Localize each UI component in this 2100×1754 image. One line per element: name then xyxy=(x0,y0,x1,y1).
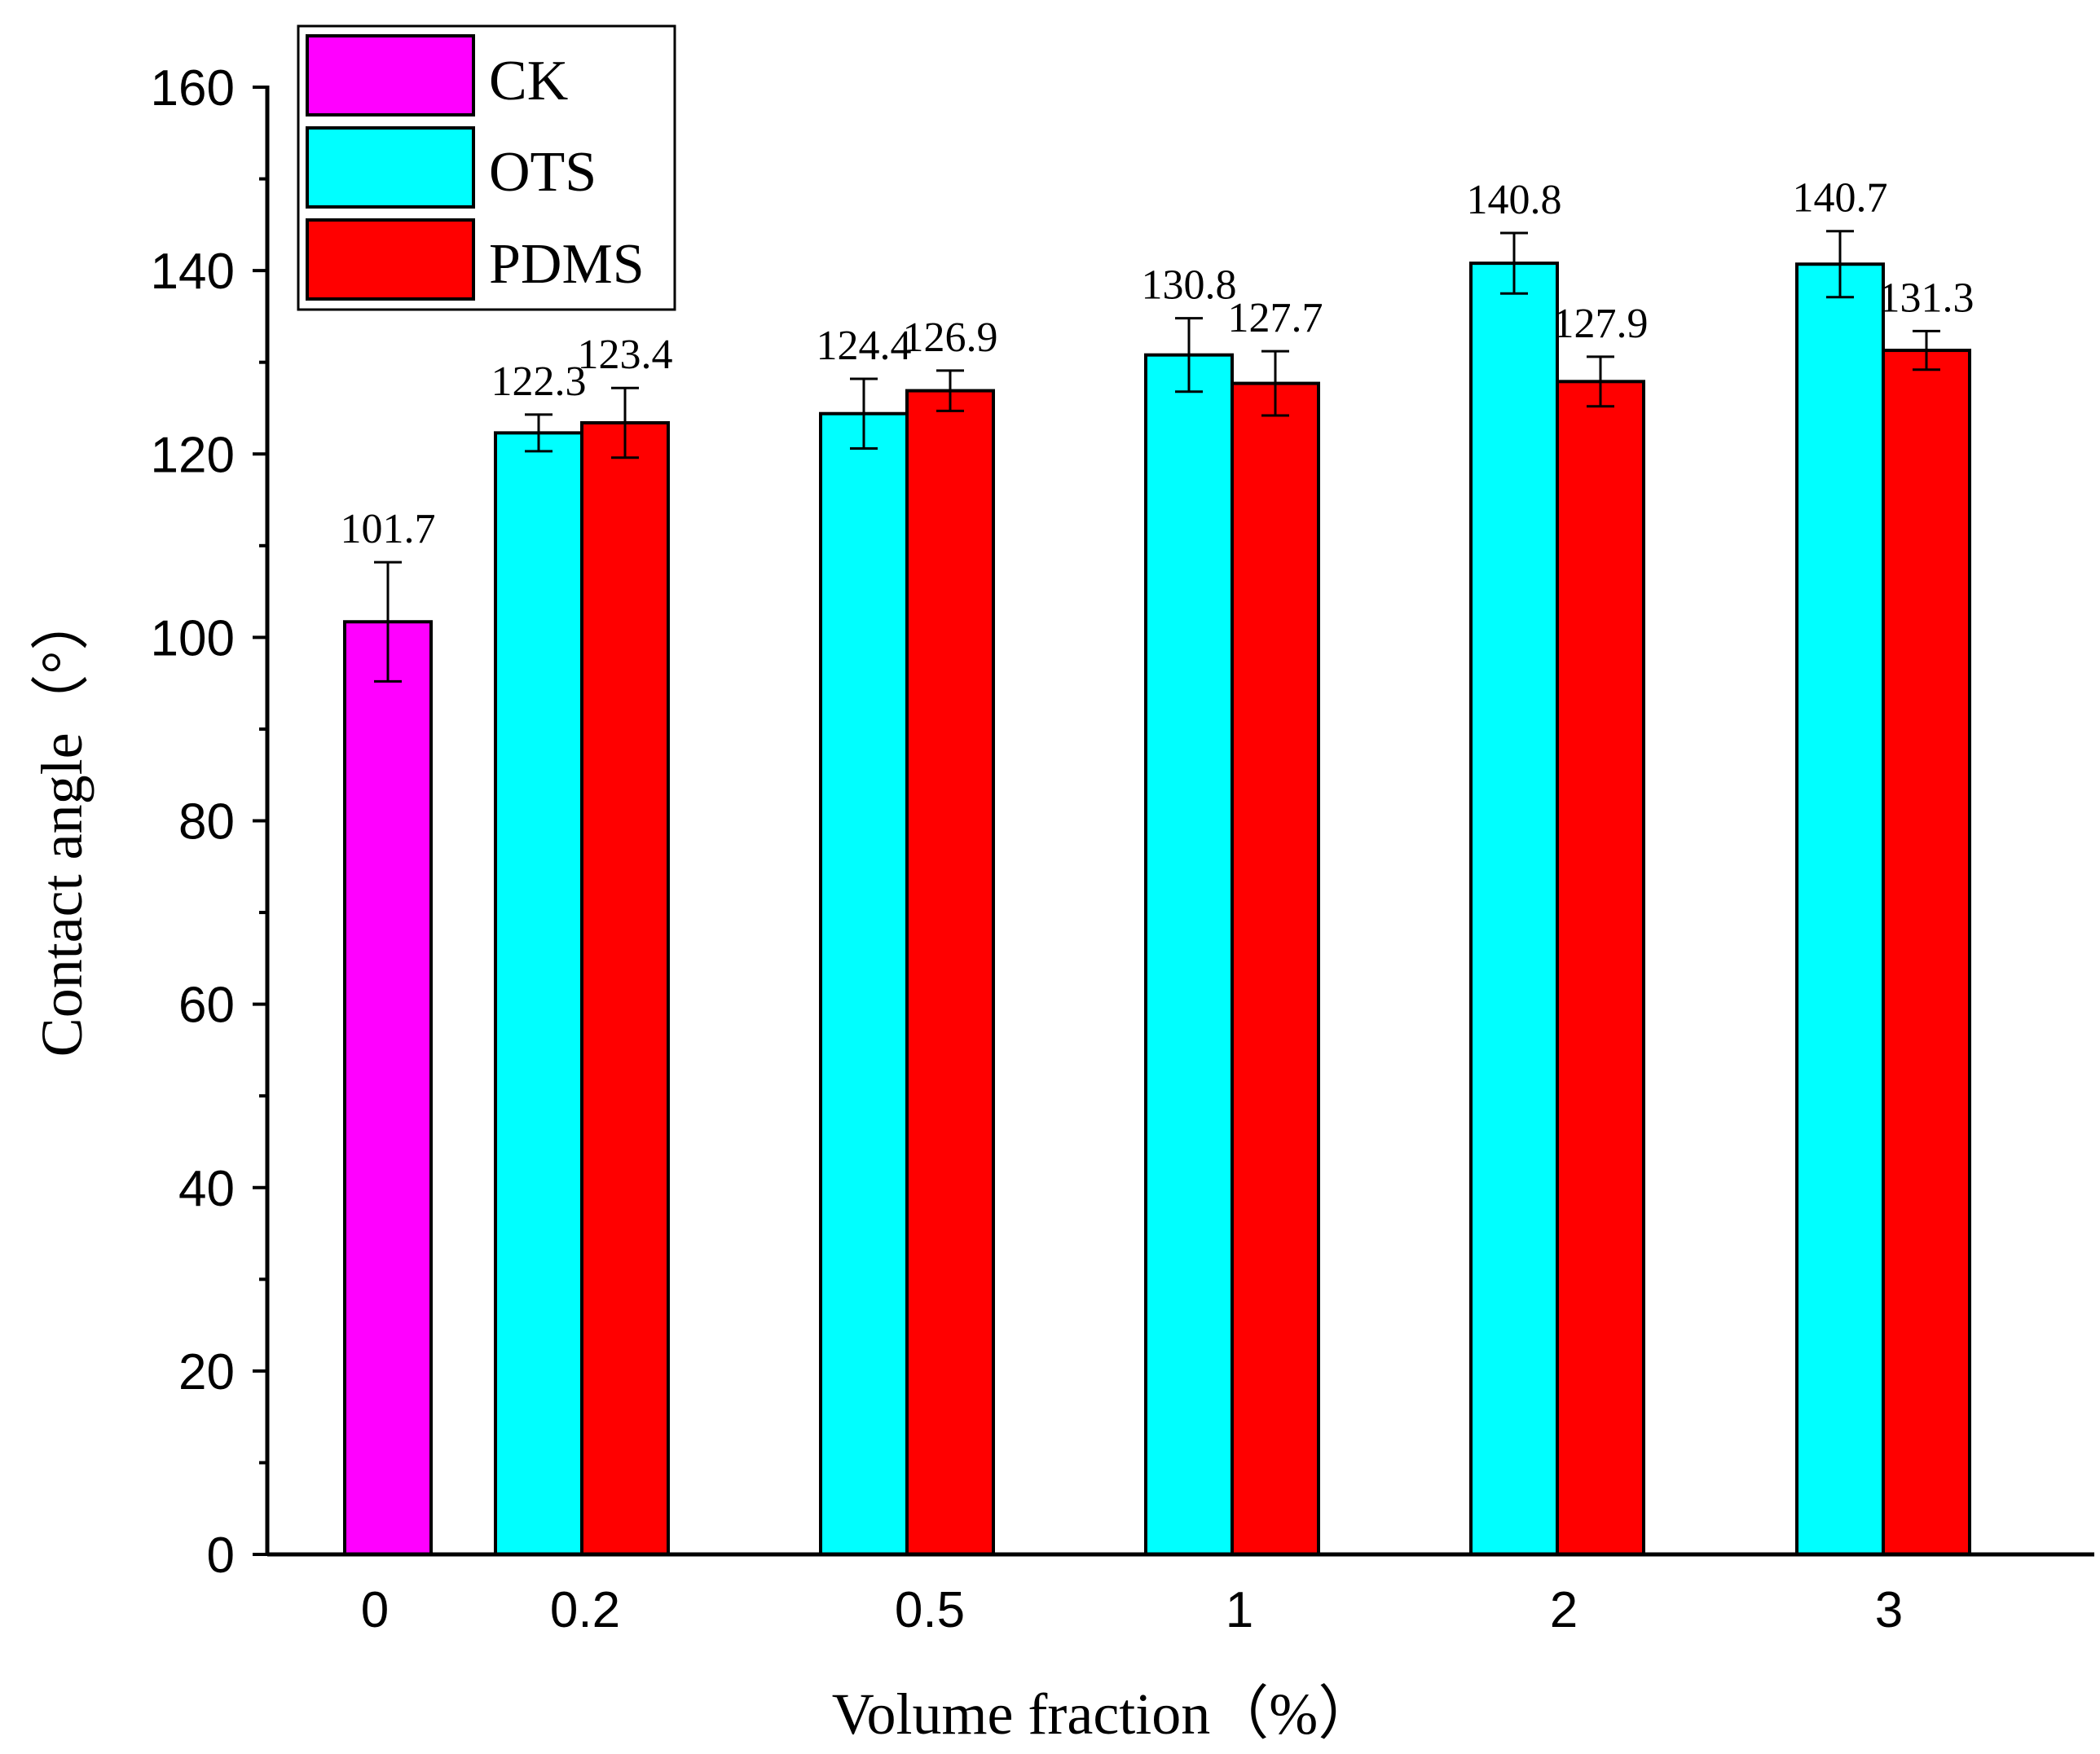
bar-pdms-2 xyxy=(1556,380,1645,1556)
bars-layer xyxy=(343,262,1971,1557)
data-label-pdms-2: 127.9 xyxy=(1553,301,1649,347)
bar-ots-0.2 xyxy=(494,431,583,1556)
bar-pdms-3 xyxy=(1882,349,1971,1557)
legend-label-ots: OTS xyxy=(489,141,597,204)
data-label-pdms-0.5: 126.9 xyxy=(903,314,998,361)
x-tick-label-2: 2 xyxy=(1550,1582,1578,1638)
y-tick-label-0: 0 xyxy=(207,1528,235,1584)
data-label-ots-1: 130.8 xyxy=(1142,262,1237,309)
x-axis-title: Volume fraction（%） xyxy=(832,1681,1377,1747)
data-label-pdms-0.2: 123.4 xyxy=(578,332,673,378)
x-tick-label-0.2: 0.2 xyxy=(550,1582,620,1638)
legend: CK OTS PDMS xyxy=(297,24,676,311)
x-tick-label-0.5: 0.5 xyxy=(895,1582,965,1638)
y-tick-label-160: 160 xyxy=(151,60,235,116)
data-label-pdms-1: 127.7 xyxy=(1228,295,1323,341)
legend-swatch-pdms xyxy=(306,218,475,301)
error-bars-layer xyxy=(374,230,1940,683)
legend-label-pdms: PDMS xyxy=(489,233,645,296)
y-tick-label-60: 60 xyxy=(178,978,235,1034)
y-tick-label-120: 120 xyxy=(151,427,235,483)
x-tick-label-3: 3 xyxy=(1875,1582,1903,1638)
bar-pdms-0.5 xyxy=(905,389,995,1556)
data-label-ots-3: 140.7 xyxy=(1793,175,1888,222)
bar-ots-0.5 xyxy=(819,411,909,1556)
y-tick-label-40: 40 xyxy=(178,1161,235,1217)
y-tick-label-140: 140 xyxy=(151,244,235,300)
bar-pdms-1 xyxy=(1231,381,1320,1556)
legend-swatch-ots xyxy=(306,126,475,209)
y-tick-label-20: 20 xyxy=(178,1344,235,1400)
data-label-ots-0.5: 124.4 xyxy=(817,323,912,369)
data-label-ots-0.2: 122.3 xyxy=(491,358,587,405)
bar-ck-0 xyxy=(343,620,433,1556)
data-label-pdms-3: 131.3 xyxy=(1879,275,1975,321)
bar-pdms-0.2 xyxy=(580,420,670,1556)
bar-ots-1 xyxy=(1144,353,1234,1556)
y-tick-label-100: 100 xyxy=(151,610,235,666)
x-tick-label-0: 0 xyxy=(361,1582,389,1638)
y-axis-title: Contact angle（°） xyxy=(29,592,95,1057)
axes-layer: 0 20 40 60 80 100 120 140 160 0 0.2 0.5 1 2 3 xyxy=(151,60,2094,1638)
data-label-ots-2: 140.8 xyxy=(1467,177,1562,223)
bar-ots-2 xyxy=(1469,262,1559,1556)
legend-swatch-ck xyxy=(306,34,475,116)
legend-label-ck: CK xyxy=(489,50,568,112)
x-tick-label-1: 1 xyxy=(1226,1582,1253,1638)
bar-ots-3 xyxy=(1795,262,1885,1557)
data-label-ck-0: 101.7 xyxy=(341,506,436,552)
y-tick-label-80: 80 xyxy=(178,794,235,851)
